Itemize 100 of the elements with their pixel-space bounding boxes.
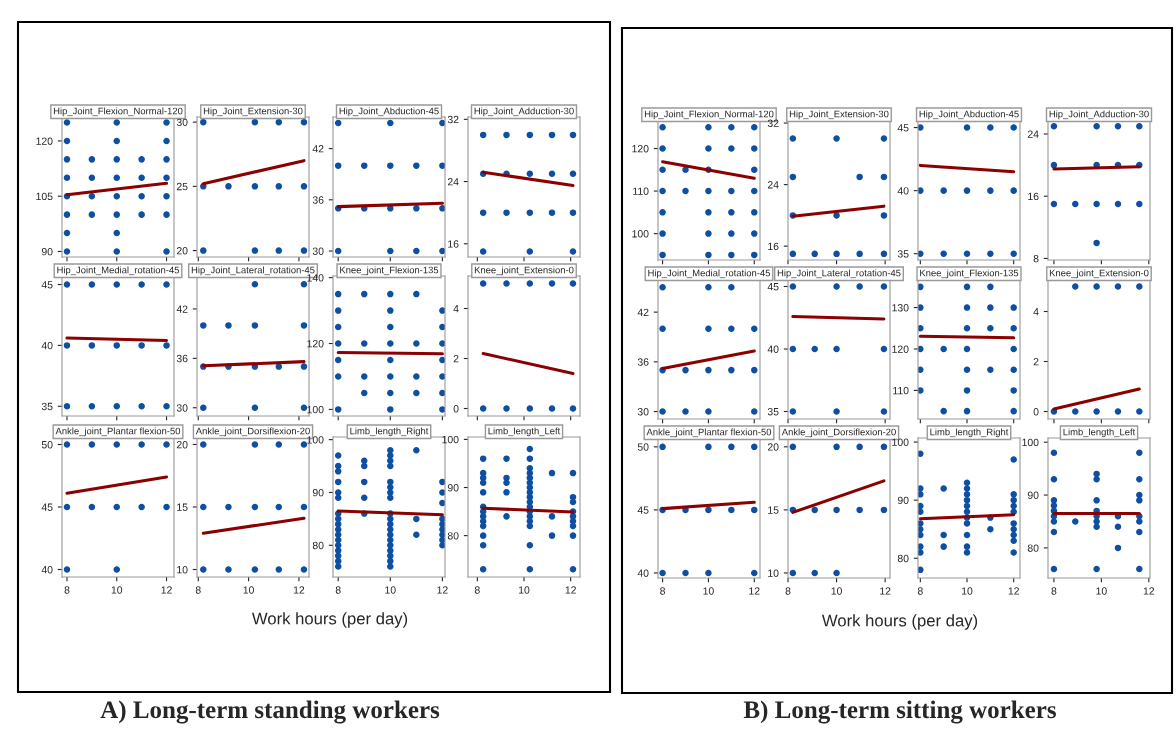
chart-title: Limb_length_Right (930, 428, 1009, 438)
y-tick-label: 42 (312, 145, 324, 153)
x-tick-label: 8 (660, 587, 666, 595)
y-tick-label: 20 (176, 441, 188, 449)
x-tick-label: 10 (519, 586, 530, 594)
y-tick-label: 30 (176, 404, 188, 412)
y-tick-label: 30 (176, 118, 188, 127)
y-tick-label: 80 (1027, 544, 1039, 552)
x-tick-label: 10 (1096, 587, 1107, 595)
y-tick-label: 10 (177, 566, 188, 574)
y-tick-label: 0 (453, 405, 459, 413)
y-tick-label: 100 (307, 405, 324, 414)
y-tick-label: 2 (453, 355, 459, 363)
chart-title: Hip_Joint_Medial_rotation-45 (648, 269, 771, 279)
y-tick-label: 40 (41, 341, 53, 350)
y-tick-label: 105 (36, 192, 53, 201)
x-tick-label: 10 (831, 587, 842, 595)
y-tick-label: 35 (897, 250, 909, 258)
y-tick-label: 100 (307, 436, 324, 444)
chart-title: Hip_Joint_Extension-30 (789, 110, 889, 120)
y-tick-label: 120 (632, 145, 649, 153)
y-tick-label: 50 (41, 441, 53, 449)
text: A) Long-term standing workers (100, 700, 440, 724)
chart-title: Hip_Joint_Flexion_Normal-120 (53, 107, 183, 117)
chart-title: Limb_length_Left (488, 427, 561, 437)
y-tick-label: 4 (1033, 308, 1039, 316)
chart-title: Limb_length_Left (1063, 428, 1136, 438)
y-tick-label: 90 (447, 484, 459, 492)
y-tick-label: 90 (41, 247, 53, 256)
y-tick-label: 40 (41, 566, 53, 574)
chart-title: Ankle_joint_Plantar flexion-50 (646, 428, 772, 438)
y-tick-label: 50 (637, 443, 649, 451)
y-tick-label: 36 (312, 196, 324, 204)
y-tick-label: 45 (637, 506, 649, 514)
y-tick-label: 110 (633, 187, 649, 195)
x-tick-label: 8 (474, 586, 480, 594)
x-tick-label: 8 (195, 586, 201, 594)
y-tick-label: 100 (892, 438, 909, 446)
y-tick-label: 140 (307, 274, 324, 282)
y-tick-label: 32 (767, 119, 779, 127)
x-tick-label: 10 (703, 587, 714, 595)
chart-title: Hip_Joint_Extension-30 (203, 107, 303, 117)
x-tick-label: 12 (293, 586, 305, 594)
x-tick-label: 8 (785, 587, 791, 595)
x-tick-label: 10 (243, 586, 254, 594)
x-tick-label: 8 (64, 586, 70, 594)
y-tick-label: 2 (1033, 358, 1039, 366)
chart-title: Hip_Joint_Adduction-30 (1049, 110, 1149, 120)
chart-title: Ankle_joint_Plantar flexion-50 (55, 427, 181, 437)
y-tick-label: 80 (897, 554, 909, 563)
text: B) Long-term sitting workers (743, 700, 1056, 724)
x-tick-label: 10 (385, 586, 396, 594)
y-tick-label: 100 (442, 435, 459, 444)
y-tick-label: 16 (448, 240, 459, 248)
chart-title: Knee_joint_Extension-0 (1049, 269, 1149, 279)
y-tick-label: 40 (637, 569, 649, 577)
y-tick-label: 25 (176, 182, 188, 191)
chart-title: Knee_joint_Flexion-135 (340, 266, 439, 276)
y-tick-label: 10 (768, 569, 779, 577)
y-tick-label: 80 (447, 532, 459, 540)
x-tick-label: 10 (962, 587, 973, 595)
y-tick-label: 4 (453, 305, 459, 313)
y-tick-label: 16 (768, 242, 779, 251)
y-tick-label: 24 (447, 178, 459, 186)
y-tick-label: 30 (637, 408, 649, 416)
y-tick-label: 45 (767, 283, 779, 291)
y-tick-label: 24 (767, 181, 779, 189)
x-tick-label: 12 (1008, 587, 1019, 595)
y-tick-label: 15 (177, 503, 188, 511)
y-tick-label: 8 (1033, 254, 1039, 263)
chart-title: Knee_joint_Extension-0 (474, 266, 574, 276)
y-tick-label: 90 (312, 488, 324, 497)
y-tick-label: 0 (1033, 408, 1039, 416)
chart-title: Ankle_joint_Dorsiflexion-20 (781, 428, 896, 438)
text: Work hours (per day) (251, 612, 408, 628)
x-tick-label: 12 (437, 586, 448, 594)
y-tick-label: 42 (637, 308, 649, 316)
x-tick-label: 12 (161, 586, 172, 594)
y-tick-label: 130 (892, 304, 909, 312)
y-tick-label: 20 (767, 443, 779, 451)
chart-title: Hip_Joint_Lateral_rotation-45 (777, 269, 901, 279)
y-tick-label: 120 (307, 340, 324, 348)
y-tick-label: 100 (632, 230, 649, 238)
y-tick-label: 30 (312, 247, 324, 255)
y-tick-label: 35 (767, 408, 779, 416)
y-tick-label: 100 (1022, 438, 1039, 447)
y-tick-label: 45 (897, 124, 909, 132)
y-tick-label: 15 (768, 506, 779, 514)
y-tick-label: 90 (1027, 491, 1039, 499)
y-tick-label: 16 (1028, 192, 1039, 201)
y-tick-label: 40 (897, 187, 909, 195)
y-tick-label: 45 (41, 281, 53, 289)
text: Work hours (per day) (821, 614, 978, 630)
y-tick-label: 90 (897, 496, 909, 505)
x-tick-label: 8 (917, 587, 923, 595)
x-tick-label: 12 (565, 586, 576, 594)
y-tick-label: 40 (767, 345, 779, 353)
y-tick-label: 35 (41, 402, 53, 411)
y-tick-label: 45 (41, 503, 53, 511)
y-tick-label: 32 (447, 115, 459, 124)
